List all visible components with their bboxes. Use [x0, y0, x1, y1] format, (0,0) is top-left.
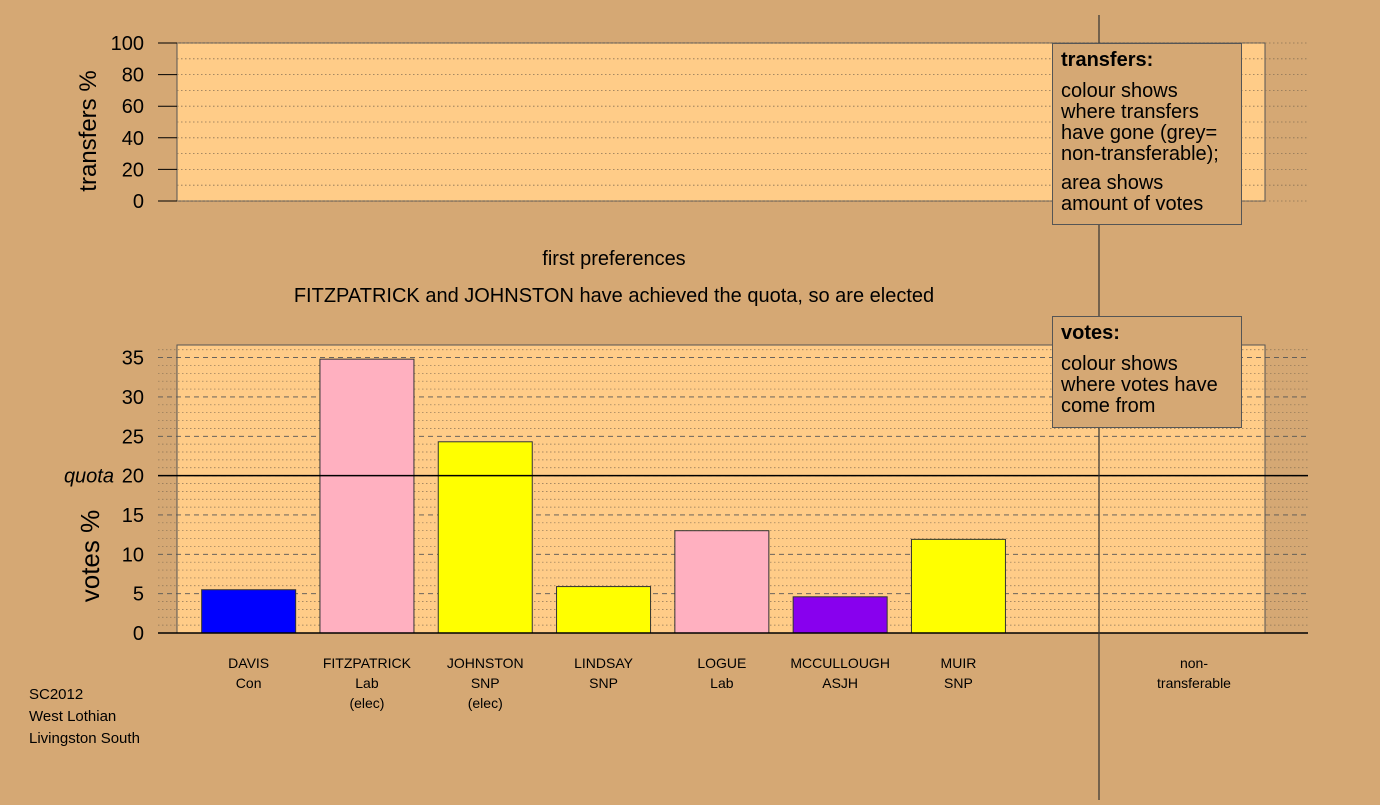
votes-tick-label: 35 — [122, 348, 144, 370]
transfers-legend: transfers: colour shows where transfers … — [1052, 43, 1242, 225]
x-label-non: non- — [1180, 655, 1208, 671]
votes-tick-label: 0 — [133, 623, 144, 645]
transfers-y-ticks: 0 20 40 60 80 100 — [111, 33, 177, 213]
transfers-legend-heading: transfers: — [1061, 49, 1154, 71]
transfers-gridlines — [177, 42, 1308, 202]
votes-tick-label: 15 — [122, 505, 144, 527]
votes-y-axis-label: votes % — [75, 510, 105, 603]
bar-muir — [910, 538, 1006, 634]
x-label-muir: MUIR — [941, 655, 977, 671]
stage-title: first preferences — [542, 248, 685, 270]
footer-election: SC2012 — [29, 686, 84, 703]
x-label-fitzpatrick: Lab — [355, 675, 379, 691]
x-label-johnston: SNP — [471, 675, 500, 691]
votes-x-labels: DAVIS Con FITZPATRICK Lab (elec) JOHNSTON SNP (… — [228, 655, 1231, 711]
transfers-tick-label: 0 — [133, 191, 144, 213]
transfers-legend-text-1: colour shows where transfers have gone (… — [1061, 80, 1219, 165]
bar-davis — [201, 589, 297, 634]
transfers-tick-label: 100 — [111, 33, 144, 55]
x-label-johnston: (elec) — [468, 695, 503, 711]
transfers-tick-label: 40 — [122, 128, 144, 150]
votes-tick-label: 10 — [122, 544, 144, 566]
x-label-davis: Con — [236, 675, 262, 691]
votes-legend: votes: colour shows where votes have com… — [1052, 316, 1242, 428]
x-label-davis: DAVIS — [228, 655, 269, 671]
x-label-fitzpatrick: FITZPATRICK — [323, 655, 412, 671]
votes-tick-label: 30 — [122, 387, 144, 409]
x-label-lindsay: SNP — [589, 675, 618, 691]
bar-mccullough — [792, 596, 888, 634]
bar-johnston — [437, 441, 533, 634]
x-label-fitzpatrick: (elec) — [349, 695, 384, 711]
x-label-mccullough: MCCULLOUGH — [790, 655, 890, 671]
votes-tick-label: 25 — [122, 426, 144, 448]
transfers-tick-label: 20 — [122, 159, 144, 181]
x-label-muir: SNP — [944, 675, 973, 691]
votes-tick-label: 5 — [133, 584, 144, 606]
footer-council: West Lothian — [29, 708, 117, 725]
bar-fitzpatrick — [319, 358, 415, 634]
transfers-tick-label: 80 — [122, 65, 144, 87]
x-label-lindsay: LINDSAY — [574, 655, 634, 671]
votes-legend-heading: votes: — [1061, 322, 1120, 344]
x-label-logue: LOGUE — [697, 655, 746, 671]
votes-y-ticks: 0 5 10 15 20 25 30 35 — [122, 348, 144, 645]
status-text: FITZPATRICK and JOHNSTON have achieved t… — [294, 285, 934, 307]
footer-ward: Livingston South — [29, 730, 140, 747]
x-label-non: transferable — [1157, 675, 1231, 691]
votes-bars — [201, 358, 1006, 634]
votes-tick-label: 20 — [122, 466, 144, 488]
transfers-tick-label: 60 — [122, 96, 144, 118]
bar-lindsay — [556, 586, 652, 634]
x-label-logue: Lab — [710, 675, 734, 691]
votes-legend-text: colour shows where votes have come from — [1061, 353, 1218, 417]
transfers-y-axis-label: transfers % — [75, 70, 102, 191]
x-label-johnston: JOHNSTON — [447, 655, 524, 671]
bar-logue — [674, 530, 770, 634]
x-label-mccullough: ASJH — [822, 675, 858, 691]
footer-info: SC2012 West Lothian Livingston South — [29, 684, 140, 750]
quota-label: quota — [64, 466, 114, 488]
transfers-legend-text-2: area shows amount of votes — [1061, 172, 1204, 215]
